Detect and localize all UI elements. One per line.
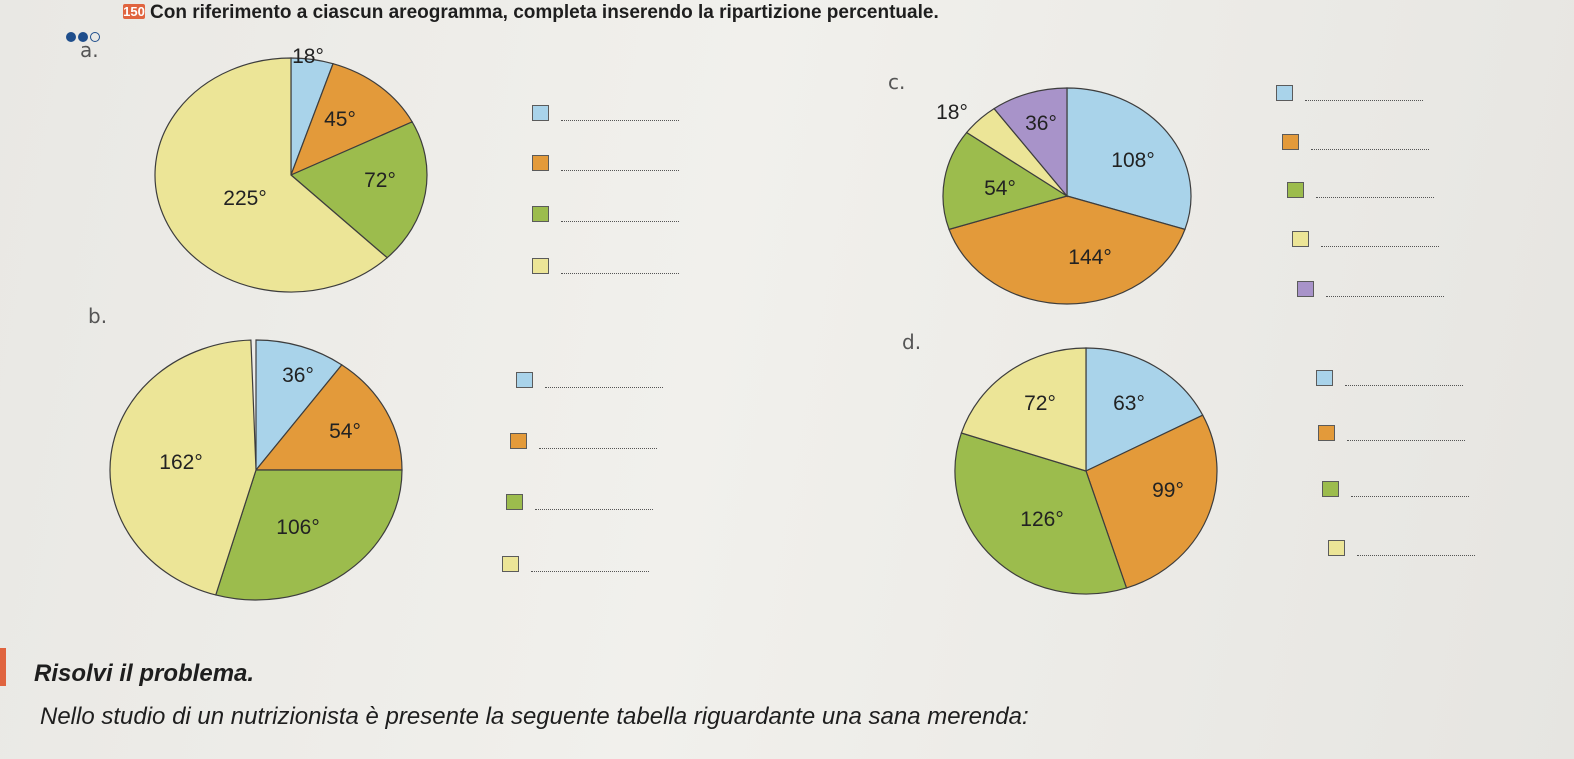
color-swatch: [502, 556, 519, 572]
exercise-instruction: Con riferimento a ciascun areogramma, co…: [150, 2, 939, 23]
chart-b-slice-green: [214, 469, 403, 601]
section-marker: [0, 648, 6, 686]
percent-answer-blank[interactable]: [1351, 482, 1469, 497]
chart-b-slice-yellow-label: 162°: [159, 451, 203, 474]
difficulty-dots: [66, 32, 100, 42]
color-swatch: [510, 433, 527, 449]
color-swatch: [532, 258, 549, 274]
legend-row-orange: [532, 155, 679, 171]
chart-a-slice-orange: [289, 63, 414, 177]
legend-row-yellow: [1292, 231, 1439, 247]
chart-b-slice-yellow: [109, 339, 257, 596]
chart-c-slice-purple-label: 36°: [1025, 112, 1057, 135]
legend-row-orange: [510, 433, 657, 449]
legend-row-blue: [1276, 85, 1423, 101]
chart-c-slice-purple: [993, 87, 1068, 198]
chart-b-slice-orange-label: 54°: [329, 420, 361, 443]
percent-answer-blank[interactable]: [561, 207, 679, 222]
chart-b-label: b.: [88, 304, 108, 328]
difficulty-dot-filled: [78, 32, 88, 42]
legend-row-yellow: [1328, 540, 1475, 556]
chart-a-slice-blue-label: 18°: [292, 45, 324, 68]
percent-answer-blank[interactable]: [539, 434, 657, 449]
legend-row-orange: [1282, 134, 1429, 150]
chart-c-slice-orange-label: 144°: [1068, 246, 1112, 269]
color-swatch: [506, 494, 523, 510]
legend-row-blue: [532, 105, 679, 121]
exercise-number: 150: [123, 4, 145, 19]
percent-answer-blank[interactable]: [545, 373, 663, 388]
percent-answer-blank[interactable]: [1357, 541, 1475, 556]
legend-row-blue: [1316, 370, 1463, 386]
chart-d-slice-blue-label: 63°: [1113, 392, 1145, 415]
chart-d-slice-green-label: 126°: [1020, 508, 1064, 531]
legend-row-green: [532, 206, 679, 222]
legend-row-yellow: [502, 556, 649, 572]
chart-c-slice-blue: [1066, 87, 1192, 231]
percent-answer-blank[interactable]: [1311, 135, 1429, 150]
percent-answer-blank[interactable]: [561, 156, 679, 171]
percent-answer-blank[interactable]: [1326, 282, 1444, 297]
color-swatch: [532, 206, 549, 222]
chart-d-slice-yellow-label: 72°: [1024, 392, 1056, 415]
color-swatch: [1322, 481, 1339, 497]
chart-d-slice-green: [954, 432, 1128, 595]
color-swatch: [532, 105, 549, 121]
chart-a-slice-yellow: [154, 57, 389, 293]
chart-b-slice-blue: [255, 339, 343, 472]
legend-row-green: [1287, 182, 1434, 198]
difficulty-dot-empty: [90, 32, 100, 42]
chart-a-label: a.: [80, 38, 99, 62]
color-swatch: [516, 372, 533, 388]
color-swatch: [1318, 425, 1335, 441]
color-swatch: [1297, 281, 1314, 297]
chart-a-slice-orange-label: 45°: [324, 108, 356, 131]
section-title: Risolvi il problema.: [34, 660, 255, 687]
chart-d-slice-yellow: [960, 347, 1087, 472]
chart-d-slice-orange-label: 99°: [1152, 479, 1184, 502]
percent-answer-blank[interactable]: [1305, 86, 1423, 101]
legend-row-orange: [1318, 425, 1465, 441]
color-swatch: [1287, 182, 1304, 198]
chart-d-slice-blue: [1085, 347, 1204, 472]
color-swatch: [1276, 85, 1293, 101]
color-swatch: [1282, 134, 1299, 150]
chart-c-slice-green-label: 54°: [984, 177, 1016, 200]
chart-d-label: d.: [902, 330, 922, 354]
chart-a-slice-yellow-label: 225°: [223, 187, 267, 210]
pie-charts-canvas: [109, 57, 1218, 601]
percent-answer-blank[interactable]: [561, 106, 679, 121]
legend-row-green: [506, 494, 653, 510]
color-swatch: [532, 155, 549, 171]
legend-row-purple: [1297, 281, 1444, 297]
percent-answer-blank[interactable]: [1347, 426, 1465, 441]
chart-d-slice-orange: [1085, 414, 1218, 589]
legend-row-yellow: [532, 258, 679, 274]
color-swatch: [1316, 370, 1333, 386]
chart-c-slice-blue-label: 108°: [1111, 149, 1155, 172]
difficulty-dot-filled: [66, 32, 76, 42]
chart-b-slice-orange: [254, 364, 403, 471]
percent-answer-blank[interactable]: [561, 259, 679, 274]
legend-row-blue: [516, 372, 663, 388]
percent-answer-blank[interactable]: [535, 495, 653, 510]
chart-c-slice-green: [942, 131, 1069, 231]
chart-c-label: c.: [888, 70, 906, 94]
problem-text: Nello studio di un nutrizionista è prese…: [40, 703, 1029, 730]
percent-answer-blank[interactable]: [531, 557, 649, 572]
color-swatch: [1292, 231, 1309, 247]
chart-a-slice-green-label: 72°: [364, 169, 396, 192]
chart-c-slice-yellow-label: 18°: [936, 101, 968, 124]
percent-answer-blank[interactable]: [1345, 371, 1463, 386]
chart-c-slice-orange: [948, 195, 1186, 305]
percent-answer-blank[interactable]: [1321, 232, 1439, 247]
color-swatch: [1328, 540, 1345, 556]
chart-b-slice-green-label: 106°: [276, 516, 320, 539]
legend-row-green: [1322, 481, 1469, 497]
percent-answer-blank[interactable]: [1316, 183, 1434, 198]
chart-b-slice-blue-label: 36°: [282, 364, 314, 387]
chart-a-slice-green: [289, 121, 428, 259]
